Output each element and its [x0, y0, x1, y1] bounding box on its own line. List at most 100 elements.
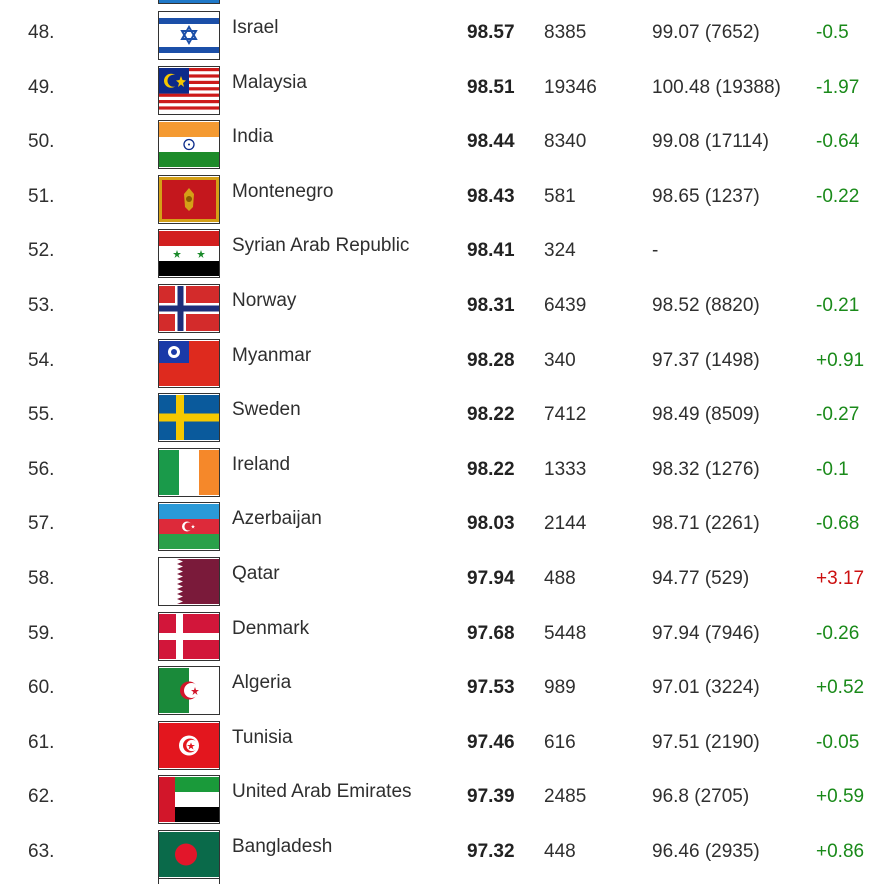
previous-value: 98.71 (2261) — [652, 497, 760, 551]
score-value: 97.39 — [467, 770, 515, 824]
country-name[interactable]: Norway — [232, 274, 296, 328]
change-value: -0.64 — [816, 115, 859, 169]
india-flag-icon — [158, 120, 220, 169]
rank-label: 62. — [28, 770, 54, 824]
count-value: 324 — [544, 224, 576, 278]
sweden-flag-icon — [158, 393, 220, 442]
rank-label: 56. — [28, 443, 54, 497]
count-value: 488 — [544, 552, 576, 606]
count-value: 448 — [544, 825, 576, 879]
count-value: 989 — [544, 661, 576, 715]
score-value: 98.28 — [467, 334, 515, 388]
rank-label: 61. — [28, 716, 54, 770]
score-value: 97.68 — [467, 607, 515, 661]
rank-label: 50. — [28, 115, 54, 169]
israel-flag-icon — [158, 11, 220, 60]
malaysia-flag-icon — [158, 66, 220, 115]
score-value: 98.31 — [467, 279, 515, 333]
country-name[interactable]: Tunisia — [232, 711, 293, 765]
previous-value: 94.77 (529) — [652, 552, 749, 606]
change-value: -0.68 — [816, 497, 859, 551]
change-value: -0.21 — [816, 279, 859, 333]
change-value: -0.22 — [816, 170, 859, 224]
country-name[interactable]: Myanmar — [232, 329, 311, 383]
change-value: +0.52 — [816, 661, 864, 715]
previous-value: 98.49 (8509) — [652, 388, 760, 442]
country-name[interactable]: India — [232, 110, 273, 164]
country-name[interactable]: Algeria — [232, 656, 291, 710]
score-value: 98.57 — [467, 6, 515, 60]
country-name[interactable]: Israel — [232, 1, 278, 55]
count-value: 581 — [544, 170, 576, 224]
score-value: 98.51 — [467, 61, 515, 115]
rank-label: 59. — [28, 607, 54, 661]
country-name[interactable]: Malaysia — [232, 56, 307, 110]
country-name[interactable]: Denmark — [232, 602, 309, 656]
score-value: 97.46 — [467, 716, 515, 770]
previous-value: 98.52 (8820) — [652, 279, 760, 333]
rank-label: 60. — [28, 661, 54, 715]
qatar-flag-icon — [158, 557, 220, 606]
change-value: -0.5 — [816, 6, 849, 60]
country-name[interactable]: Syrian Arab Republic — [232, 219, 409, 273]
score-value: 98.41 — [467, 224, 515, 278]
country-name[interactable]: Azerbaijan — [232, 492, 322, 546]
count-value: 616 — [544, 716, 576, 770]
country-name[interactable]: United Arab Emirates — [232, 765, 412, 819]
country-name[interactable]: Sweden — [232, 383, 301, 437]
score-value: 97.53 — [467, 661, 515, 715]
previous-value: 99.08 (17114) — [652, 115, 769, 169]
change-value: -1.97 — [816, 61, 859, 115]
previous-value: - — [652, 224, 658, 278]
count-value: 7412 — [544, 388, 586, 442]
country-name[interactable]: Bangladesh — [232, 820, 332, 874]
syria-flag-icon — [158, 229, 220, 278]
count-value: 2485 — [544, 770, 586, 824]
rank-label: 55. — [28, 388, 54, 442]
change-value: +0.59 — [816, 770, 864, 824]
rank-label: 53. — [28, 279, 54, 333]
rank-label: 54. — [28, 334, 54, 388]
count-value: 1333 — [544, 443, 586, 497]
count-value: 19346 — [544, 61, 597, 115]
denmark-flag-icon — [158, 612, 220, 661]
score-value: 98.44 — [467, 115, 515, 169]
previous-value: 97.51 (2190) — [652, 716, 760, 770]
change-value: +3.17 — [816, 552, 864, 606]
score-value: 98.43 — [467, 170, 515, 224]
norway-flag-icon — [158, 284, 220, 333]
count-value: 8340 — [544, 115, 586, 169]
change-value: -0.26 — [816, 607, 859, 661]
rank-label: 57. — [28, 497, 54, 551]
count-value: 8385 — [544, 6, 586, 60]
country-name[interactable]: Montenegro — [232, 165, 333, 219]
count-value: 2144 — [544, 497, 586, 551]
rank-label: 48. — [28, 6, 54, 60]
score-value: 98.03 — [467, 497, 515, 551]
previous-value: 97.01 (3224) — [652, 661, 760, 715]
myanmar-flag-icon — [158, 339, 220, 388]
change-value: +0.91 — [816, 334, 864, 388]
previous-value: 99.07 (7652) — [652, 6, 760, 60]
change-value: +0.86 — [816, 825, 864, 879]
rank-label: 51. — [28, 170, 54, 224]
rank-label: 49. — [28, 61, 54, 115]
rank-label: 58. — [28, 552, 54, 606]
country-name[interactable]: Ireland — [232, 438, 290, 492]
country-name[interactable]: Qatar — [232, 547, 280, 601]
rank-label: 52. — [28, 224, 54, 278]
previous-value: 98.65 (1237) — [652, 170, 760, 224]
change-value: -0.27 — [816, 388, 859, 442]
previous-value: 97.37 (1498) — [652, 334, 760, 388]
